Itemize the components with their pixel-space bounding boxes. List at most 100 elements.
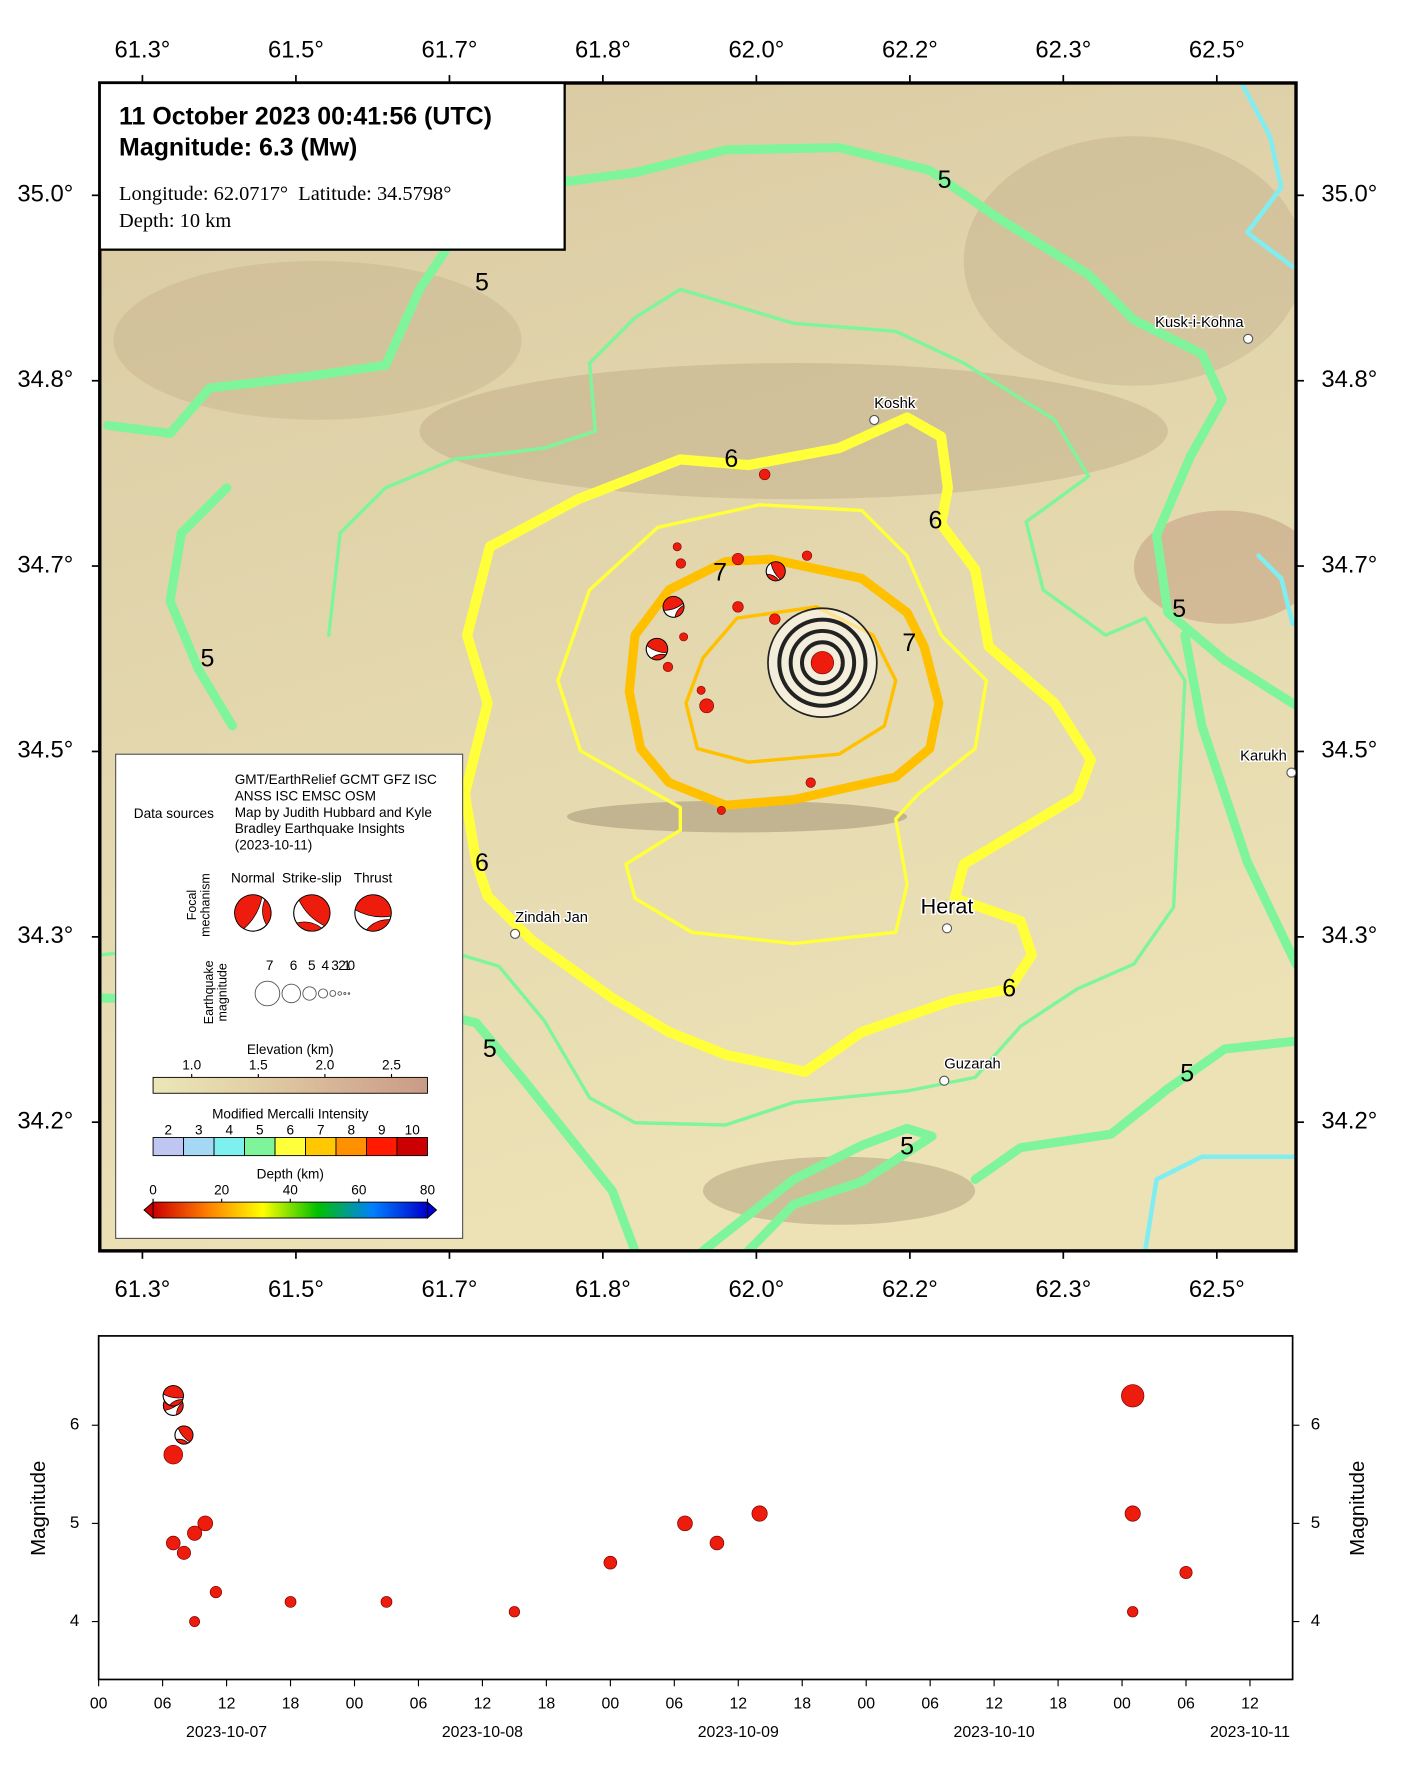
x-tick-label: 12 (985, 1696, 1003, 1713)
event-point (508, 1606, 521, 1618)
map-x-tick-label: 62.5° (1189, 1276, 1245, 1303)
map-y-tick-label: 34.2° (17, 1107, 73, 1134)
event-point (187, 1525, 203, 1541)
mmi-tick-label: 8 (347, 1122, 355, 1137)
epicenter-ring (800, 640, 845, 686)
place-label: Guzarah (944, 1057, 1001, 1073)
ridge (1133, 510, 1297, 624)
contour-label: 6 (929, 506, 943, 534)
contour-label: 6 (475, 849, 489, 877)
place-label: Karukh (1240, 749, 1287, 765)
legend-source: Bradley Earthquake Insights (235, 821, 405, 836)
mmi-swatch (396, 1137, 428, 1157)
event (699, 698, 714, 714)
mainshock (810, 651, 834, 675)
depth-colorbar (152, 1201, 428, 1219)
mmi-swatch (152, 1137, 185, 1157)
date-label: 2023-10-08 (442, 1724, 523, 1741)
contour-label: 5 (1180, 1060, 1194, 1088)
contour-mmi-5 (103, 143, 1297, 711)
contour-label: 7 (902, 629, 916, 657)
event-point (197, 1515, 214, 1532)
focal-mechanism (765, 561, 786, 582)
ridge (419, 363, 1168, 500)
x-tick-label: 06 (410, 1696, 428, 1713)
contour-mmi-6 (556, 503, 989, 946)
contour-mmi-5 (970, 1036, 1297, 1184)
mmi-swatch (366, 1137, 398, 1157)
place-dot (939, 1075, 950, 1086)
place-dot (1243, 333, 1254, 344)
colorbar-tick-label: 1.0 (182, 1058, 201, 1073)
contour-label: 5 (483, 1035, 497, 1063)
focal-mechanism (293, 894, 331, 932)
legend-source: GMT/EarthRelief GCMT GFZ ISC (235, 772, 437, 787)
epicenter-ring (788, 628, 857, 697)
info-magnitude: Magnitude: 6.3 (Mw) (119, 133, 357, 161)
y2-tick-label: 5 (1311, 1513, 1320, 1532)
x-tick-label: 18 (282, 1696, 300, 1713)
beachball-fill (662, 596, 685, 618)
event-point (189, 1616, 201, 1627)
map-y-tick-label: 34.7° (1321, 551, 1377, 578)
map-x-tick-label: 61.7° (422, 37, 478, 64)
x-tick-label: 18 (538, 1696, 556, 1713)
magnitude-circle (347, 992, 351, 995)
focal-mechanism (354, 894, 392, 932)
y2-axis-label: Magnitude (1347, 1461, 1369, 1556)
colorbar-tick-label: 1.5 (249, 1058, 268, 1073)
map-x-tick-label: 62.0° (728, 1276, 784, 1303)
map-y-tick-label: 34.8° (1321, 366, 1377, 393)
event-point (603, 1555, 618, 1570)
colorbar-tick-label: 0 (149, 1182, 157, 1197)
map-layer: 5555555666677KoshkKusk-i-KohnaKarukhHera… (201, 166, 1297, 1160)
event-point (209, 1586, 222, 1599)
focal-type: Thrust (354, 871, 393, 886)
contour-label: 5 (900, 1132, 914, 1160)
contour-label: 5 (475, 268, 489, 296)
mmi-swatch (274, 1137, 306, 1157)
x-tick-label: 06 (921, 1696, 939, 1713)
x-tick-label: 12 (474, 1696, 492, 1713)
legend-source: ANSS ISC EMSC OSM (235, 788, 376, 803)
y2-tick-label: 6 (1311, 1415, 1320, 1434)
contour-mmi-5 (1180, 630, 1297, 969)
mmi-swatch (213, 1137, 245, 1157)
date-label: 2023-10-07 (186, 1724, 267, 1741)
event-point (709, 1535, 725, 1551)
focal-title: Focal (185, 890, 199, 921)
contour-mmi-4 (1239, 82, 1295, 269)
contour-mmi-5 (165, 483, 237, 731)
map-x-tick-label: 61.7° (422, 1276, 478, 1303)
place-label: Koshk (874, 396, 916, 412)
place-dot (509, 928, 521, 939)
legend-sources-label: Data sources (134, 806, 214, 821)
event-point (176, 1545, 191, 1560)
x-tick-label: 12 (729, 1696, 747, 1713)
event-point (751, 1505, 768, 1522)
event (732, 601, 744, 613)
place-label: Zindah Jan (515, 910, 588, 926)
map-x-tick-label: 62.2° (882, 1276, 938, 1303)
map-y-tick-label: 34.3° (17, 922, 73, 949)
contour-label: 5 (1172, 595, 1186, 623)
x-tick-label: 00 (1113, 1696, 1131, 1713)
x-tick-label: 12 (218, 1696, 236, 1713)
focal-mechanism (174, 1425, 194, 1445)
event (759, 468, 771, 481)
y-tick-label: 6 (70, 1415, 79, 1434)
x-tick-label: 18 (1049, 1696, 1067, 1713)
magnitude-title: magnitude (216, 963, 230, 1021)
beachball-fill (175, 1425, 194, 1445)
beachball-fill (162, 1385, 184, 1407)
magnitude-circle (318, 988, 329, 999)
event-point (166, 1535, 181, 1551)
map-y-tick-label: 34.7° (17, 551, 73, 578)
map-x-tick-label: 61.8° (575, 1276, 631, 1303)
mmi-swatch (335, 1137, 367, 1157)
map-x-tick-label: 61.3° (114, 37, 170, 64)
place-dot (1286, 767, 1297, 778)
colorbar-tick-label: 2.0 (315, 1058, 334, 1073)
event-point (380, 1596, 393, 1608)
